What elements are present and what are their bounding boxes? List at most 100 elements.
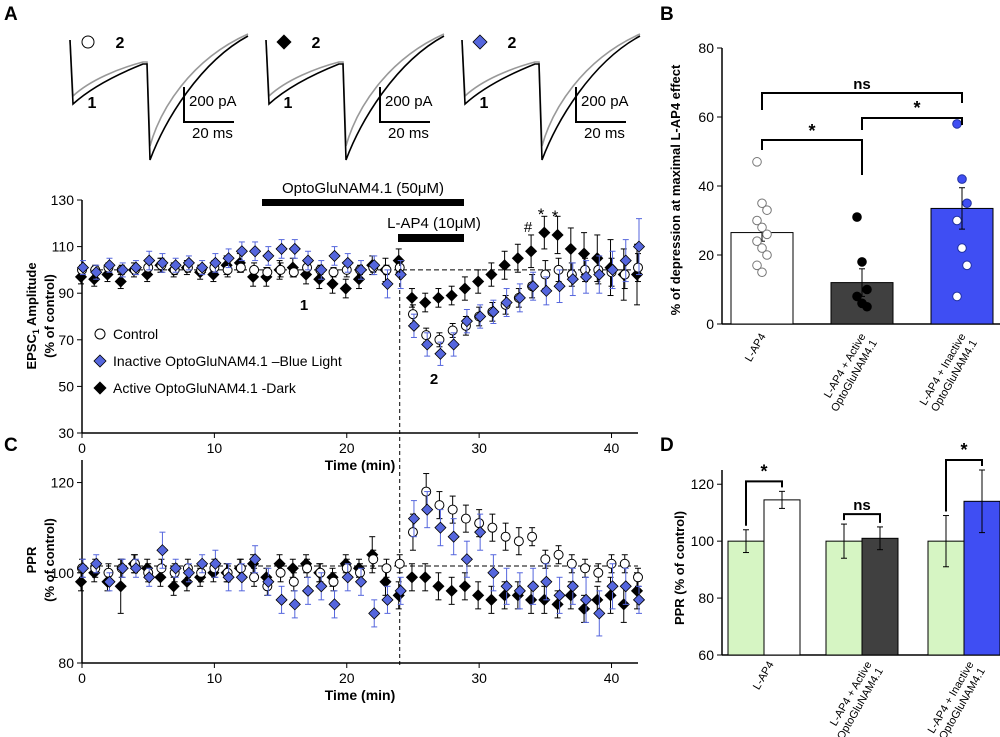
bracket-ns — [761, 92, 963, 110]
data-point — [419, 296, 432, 309]
timepoint-1-label: 1 — [300, 297, 308, 314]
sig-star: * — [960, 440, 967, 460]
data-point — [474, 526, 487, 539]
legend: Control Inactive OptoGluNAM4.1 –Blue Ligh… — [93, 326, 342, 396]
data-point — [116, 562, 129, 575]
data-point — [500, 296, 513, 309]
y-tick-label: 100 — [51, 565, 75, 581]
data-point — [633, 262, 643, 273]
data-point — [445, 584, 458, 597]
data-point — [381, 277, 394, 290]
data-point — [405, 571, 419, 584]
data-point — [169, 259, 182, 272]
data-dot — [752, 157, 762, 167]
data-point — [632, 240, 646, 253]
scale-bar — [183, 87, 234, 123]
error-bar — [841, 523, 847, 559]
data-point — [275, 242, 288, 255]
data-point — [566, 273, 579, 286]
trace-set: 2 1 200 pA 20 ms — [461, 33, 641, 161]
panel-label-a: A — [4, 4, 18, 25]
data-point — [487, 522, 498, 533]
data-dot — [957, 243, 967, 253]
data-dot — [762, 250, 772, 260]
y-tick-label: 120 — [51, 475, 75, 491]
data-point — [169, 562, 182, 575]
data-point — [551, 598, 564, 611]
data-point — [114, 275, 127, 288]
scale-time-label: 20 ms — [192, 125, 233, 142]
y-tick-label: 30 — [58, 425, 74, 441]
x-axis-title: Time (min) — [325, 687, 396, 703]
data-dot — [752, 215, 762, 226]
data-dot — [752, 260, 762, 271]
y-tick-label: 40 — [698, 178, 714, 194]
data-point — [540, 284, 553, 297]
legend-label: Active OptoGluNAM4.1 -Dark — [113, 380, 297, 396]
data-point — [500, 531, 511, 542]
scale-bar — [575, 87, 626, 123]
data-point — [209, 256, 222, 269]
sig-star: * — [760, 461, 767, 481]
data-point — [633, 572, 643, 583]
x-tick-label: 10 — [207, 440, 223, 456]
data-point — [379, 575, 392, 588]
data-point — [591, 593, 604, 606]
category-label: L-AP4 — [751, 660, 777, 692]
data-dot — [952, 291, 962, 302]
data-point — [196, 261, 209, 274]
data-point — [90, 266, 103, 279]
hash-marker: # — [524, 219, 533, 236]
legend-marker — [93, 381, 107, 395]
panel-label-b: B — [660, 4, 674, 25]
bracket — [843, 513, 881, 523]
scale-current-label: 200 pA — [581, 93, 629, 110]
data-point — [540, 554, 551, 565]
data-point — [432, 580, 445, 593]
data-dot — [762, 205, 772, 215]
lap4-bar-label: L-AP4 (10μM) — [387, 215, 481, 232]
data-point — [500, 580, 513, 593]
data-point — [538, 226, 551, 239]
peak-2-label: 2 — [312, 35, 321, 52]
y-axis-title: EPSC1 Amplitude — [24, 262, 41, 369]
lap4-application-bar — [398, 234, 464, 242]
data-point — [460, 513, 471, 524]
data-point — [275, 264, 286, 275]
data-point — [447, 325, 458, 336]
series-blue-diamond — [76, 491, 646, 637]
data-point — [591, 252, 604, 265]
data-point — [447, 504, 458, 515]
scale-time-label: 20 ms — [584, 125, 625, 142]
sig-star: * — [808, 121, 815, 141]
series-blue-diamond — [76, 218, 646, 366]
data-point — [513, 291, 526, 304]
data-point — [394, 584, 407, 597]
data-dot — [852, 291, 862, 302]
data-point — [328, 267, 339, 278]
data-dot — [952, 215, 962, 226]
error-bar — [943, 515, 949, 568]
x-tick-label: 30 — [471, 440, 487, 456]
data-point — [525, 593, 538, 606]
data-point — [579, 593, 593, 606]
y-tick-label: 90 — [58, 285, 74, 301]
error-bar — [959, 187, 965, 230]
x-tick-label: 0 — [78, 440, 86, 456]
data-point — [472, 275, 485, 288]
figure-labels: A B C D — [4, 4, 674, 456]
data-point — [630, 584, 644, 597]
data-point — [354, 575, 368, 588]
category-label-line: L-AP4 — [743, 332, 769, 364]
y-axis-title: PPR (% of control) — [672, 511, 687, 625]
trace-set: 2 1 200 pA 20 ms — [265, 33, 445, 161]
data-point — [196, 557, 209, 570]
data-point — [315, 263, 328, 276]
bar-treatment — [861, 537, 899, 656]
data-point — [474, 518, 485, 529]
bracket-sig — [861, 117, 963, 130]
data-point — [76, 261, 90, 274]
data-point — [606, 263, 619, 276]
